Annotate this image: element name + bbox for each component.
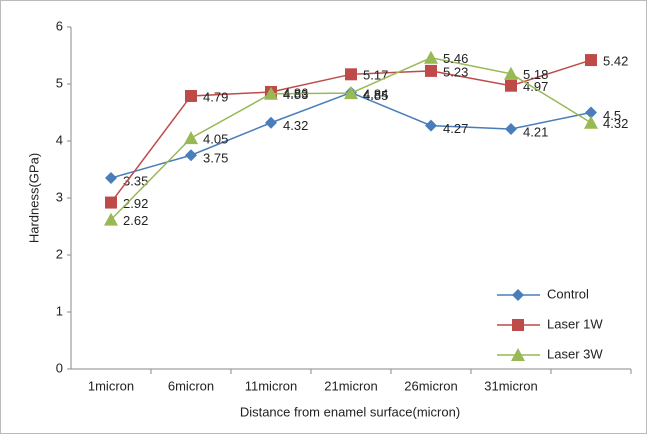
marker [425, 119, 437, 132]
y-tick-label: 5 [56, 75, 63, 90]
data-label: 2.62 [123, 213, 148, 228]
marker [585, 54, 597, 67]
y-tick-label: 0 [56, 360, 63, 375]
marker [264, 86, 278, 100]
y-tick-label: 3 [56, 189, 63, 204]
marker [425, 64, 437, 77]
data-label: 3.75 [203, 151, 228, 166]
marker [505, 79, 517, 92]
data-label: 5.23 [443, 64, 468, 79]
marker [585, 106, 597, 119]
data-label: 5.17 [363, 68, 388, 83]
data-label: 4.21 [523, 124, 548, 139]
data-label: 4.85 [363, 88, 388, 103]
marker [184, 131, 198, 145]
x-tick-label: 6micron [168, 378, 214, 393]
data-label: 4.32 [283, 118, 308, 133]
data-label: 4.83 [283, 87, 308, 102]
legend-label: Control [547, 286, 589, 301]
data-label: 5.46 [443, 51, 468, 66]
data-label: 2.92 [123, 196, 148, 211]
y-tick-label: 4 [56, 132, 63, 147]
marker [512, 289, 524, 301]
data-label: 4.97 [523, 79, 548, 94]
marker [105, 172, 117, 185]
y-tick-label: 1 [56, 303, 63, 318]
marker [345, 68, 357, 81]
data-label: 4.32 [603, 116, 628, 131]
marker [505, 123, 517, 136]
marker [584, 115, 598, 129]
marker [105, 196, 117, 209]
data-label: 5.18 [523, 67, 548, 82]
x-tick-label: 21micron [324, 378, 377, 393]
legend-label: Laser 3W [547, 346, 603, 361]
data-label: 4.79 [203, 89, 228, 104]
marker [512, 319, 524, 331]
x-tick-label: 26micron [404, 378, 457, 393]
y-tick-label: 2 [56, 246, 63, 261]
data-label: 4.05 [203, 132, 228, 147]
data-label: 4.84 [363, 87, 388, 102]
marker [344, 86, 358, 100]
marker [185, 89, 197, 102]
legend-label: Laser 1W [547, 316, 603, 331]
x-tick-label: 31micron [484, 378, 537, 393]
x-tick-label: 11micron [245, 378, 298, 393]
marker [265, 116, 277, 129]
x-axis-label: Distance from enamel surface(micron) [240, 404, 460, 419]
data-label: 4.5 [603, 108, 621, 123]
marker [185, 149, 197, 162]
marker [511, 348, 525, 361]
data-label: 5.42 [603, 53, 628, 68]
y-axis-label: Hardness(GPa) [26, 153, 41, 243]
y-tick-label: 6 [56, 18, 63, 33]
marker [504, 66, 518, 80]
marker [424, 50, 438, 64]
x-tick-label: 1micron [88, 378, 134, 393]
marker [104, 212, 118, 226]
data-label: 4.27 [443, 121, 468, 136]
